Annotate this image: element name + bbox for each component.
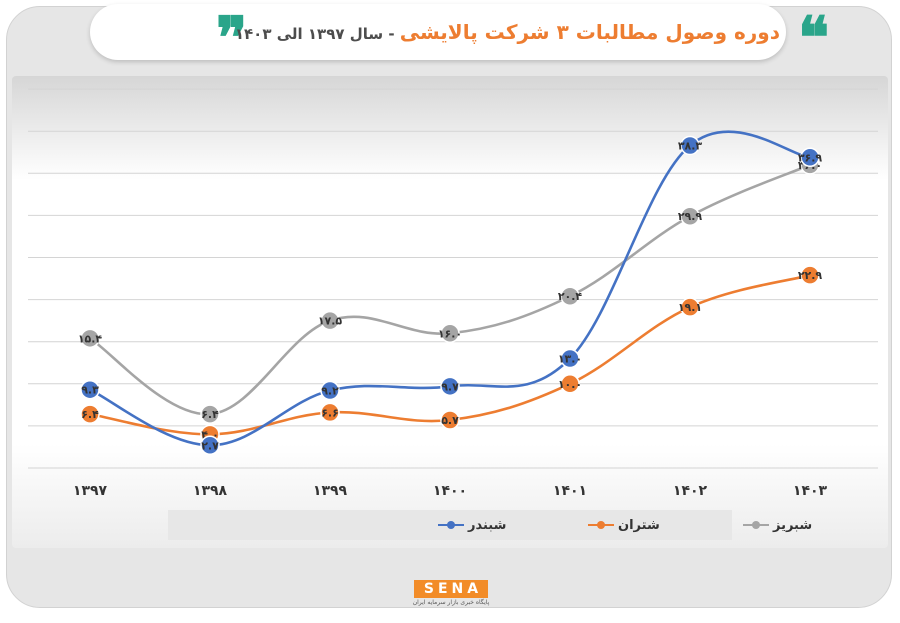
marker-shabandar xyxy=(80,379,100,400)
data-label-shabriz: ۲۰.۴ xyxy=(558,290,583,303)
data-label-shabandar: ۲.۷ xyxy=(201,439,219,452)
marker-shabriz xyxy=(80,328,100,349)
plot-panel xyxy=(12,76,888,548)
marker-shabriz xyxy=(680,206,700,226)
chart-title: دوره وصول مطالبات ۳ شرکت پالایشی - سال ۱… xyxy=(220,20,780,50)
marker-shetran xyxy=(320,402,340,423)
data-label-shetran: ۱۰.۰ xyxy=(558,378,582,391)
legend-label-shabriz: شبریز xyxy=(773,517,813,533)
legend-swatch-shabriz xyxy=(743,520,769,530)
data-label-shabandar: ۹.۲ xyxy=(321,385,339,398)
logo-wordmark: SENA xyxy=(413,580,489,598)
data-label-shabriz: ۲۹.۹ xyxy=(678,210,703,223)
marker-shabandar xyxy=(200,435,220,456)
logo-subtitle: پایگاه خبری بازار سرمایه ایران xyxy=(412,599,490,606)
x-tick-label: ۱۳۹۷ xyxy=(73,483,108,499)
title-banner: ❞ دوره وصول مطالبات ۳ شرکت پالایشی - سال… xyxy=(90,4,829,72)
marker-shabriz xyxy=(560,286,580,306)
data-label-shabriz: ۶.۴ xyxy=(201,408,219,421)
marker-shabriz xyxy=(200,404,220,424)
legend-swatch-shabandar xyxy=(438,520,464,530)
data-label-shabriz: ۱۶.۰ xyxy=(438,327,462,340)
quote-close-icon: ❝ xyxy=(798,4,830,72)
data-label-shabandar: ۳۸.۳ xyxy=(678,140,703,153)
legend-item-shabriz: شبریز xyxy=(743,514,812,536)
data-label-shabandar: ۳۶.۹ xyxy=(798,151,823,164)
data-label-shetran: ۱۹.۱ xyxy=(678,301,702,314)
sena-logo: SENA پایگاه خبری بازار سرمایه ایران xyxy=(412,578,490,612)
data-label-shabriz: ۱۵.۴ xyxy=(78,332,103,345)
x-tick-label: ۱۳۹۸ xyxy=(193,483,228,499)
x-tick-label: ۱۴۰۱ xyxy=(553,483,587,499)
x-tick-label: ۱۴۰۳ xyxy=(793,483,828,499)
data-label-shetran: ۶.۴ xyxy=(81,408,99,421)
legend-label-shabandar: شبندر xyxy=(468,517,507,533)
marker-shetran xyxy=(80,404,100,424)
marker-shetran xyxy=(680,297,700,317)
legend: شبندر شتران شبریز xyxy=(168,510,812,540)
legend-item-shabandar: شبندر xyxy=(438,514,506,536)
marker-shabriz xyxy=(440,323,460,344)
data-label-shabandar: ۹.۳ xyxy=(81,384,99,397)
marker-shetran xyxy=(800,265,820,285)
data-label-shabandar: ۹.۷ xyxy=(441,380,459,393)
series-line-shabandar xyxy=(88,130,812,447)
x-tick-label: ۱۳۹۹ xyxy=(313,483,348,499)
marker-shabandar xyxy=(440,376,460,397)
data-label-shetran: ۶.۶ xyxy=(321,406,339,419)
legend-label-shetran: شتران xyxy=(618,517,660,533)
marker-shetran xyxy=(440,410,460,430)
x-tick-label: ۱۴۰۲ xyxy=(673,483,708,499)
x-tick-label: ۱۴۰۰ xyxy=(433,483,467,499)
data-label-shabriz: ۱۷.۵ xyxy=(318,315,343,328)
data-label-shetran: ۲۲.۹ xyxy=(798,269,823,282)
series-lines xyxy=(88,130,812,447)
legend-item-shetran: شتران xyxy=(588,514,660,536)
legend-swatch-shetran xyxy=(588,520,614,530)
chart-title-main: دوره وصول مطالبات ۳ شرکت پالایشی xyxy=(399,20,780,44)
x-axis-ticks: ۱۳۹۷ ۱۳۹۸ ۱۳۹۹ ۱۴۰۰ ۱۴۰۱ ۱۴۰۲ ۱۴۰۳ xyxy=(73,483,828,499)
marker-shabandar xyxy=(800,147,820,168)
marker-shetran xyxy=(560,374,580,394)
marker-shabandar xyxy=(680,135,700,156)
data-label-shabandar: ۱۳.۰ xyxy=(558,353,582,366)
data-label-shetran: ۵.۷ xyxy=(441,414,459,427)
series-markers: ۱۵.۴۶.۴۱۷.۵۱۶.۰۲۰.۴۲۹.۹۳۶.۰۶.۴۴.۰۶.۶۵.۷۱… xyxy=(78,135,823,456)
chart-title-sub: - سال ۱۳۹۷ الی ۱۴۰۳ xyxy=(234,25,395,43)
marker-shabandar xyxy=(320,380,340,401)
quote-open-icon: ❞ xyxy=(216,4,248,72)
marker-shabriz xyxy=(320,310,340,331)
marker-shabandar xyxy=(560,348,580,369)
